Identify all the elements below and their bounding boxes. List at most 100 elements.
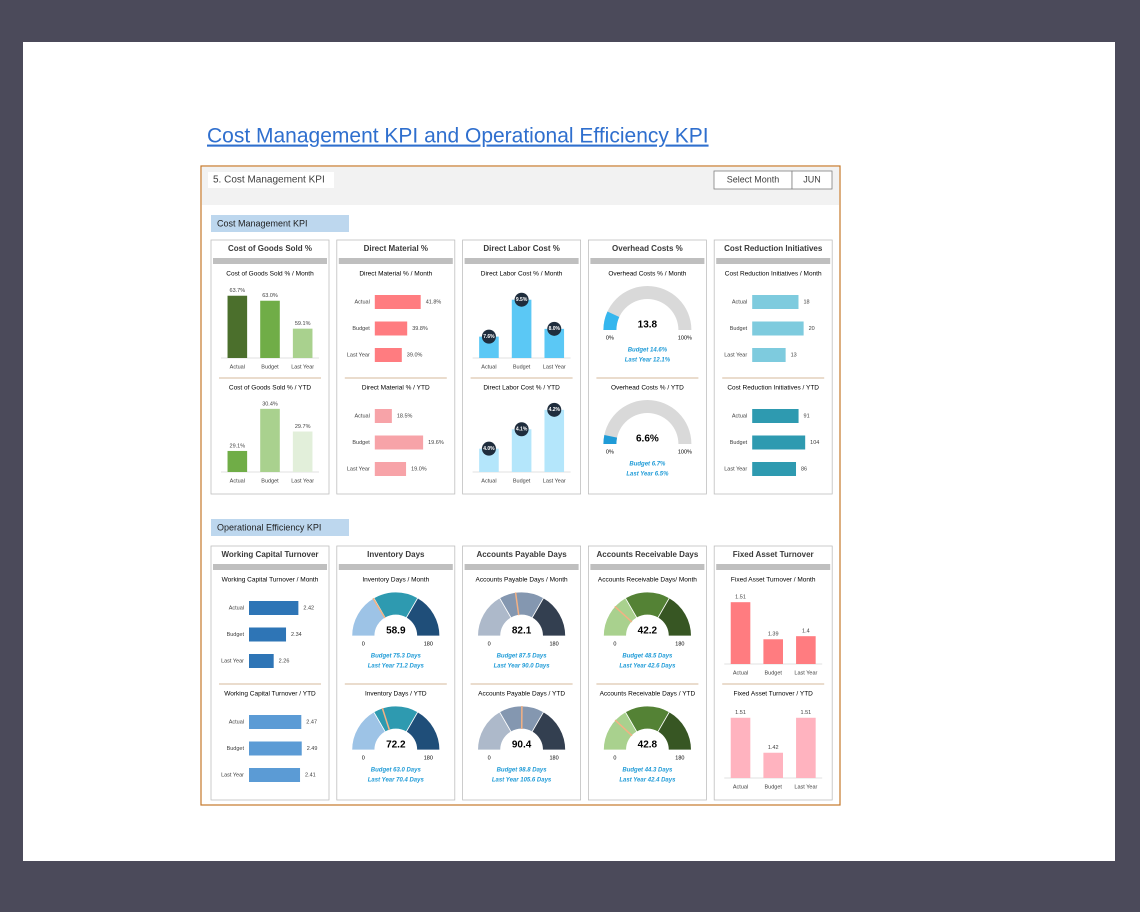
- y-tick-label: Actual: [355, 413, 370, 419]
- x-tick-label: Budget: [513, 364, 531, 370]
- bar: [544, 328, 565, 358]
- chart-title: Direct Material % / Month: [359, 271, 432, 278]
- card-title: Cost of Goods Sold %: [228, 244, 312, 253]
- gauge-value: 42.8: [638, 740, 658, 751]
- card-title: Accounts Receivable Days: [596, 550, 698, 559]
- x-tick-label: Actual: [481, 478, 496, 484]
- card-bar: [590, 258, 705, 264]
- gauge-tick-label: 180: [675, 755, 684, 761]
- card-title: Direct Labor Cost %: [483, 244, 559, 253]
- month-select[interactable]: [791, 170, 833, 190]
- chart-title: Cost Reduction Initiatives / Month: [725, 271, 822, 278]
- chart-title: Cost Reduction Initiatives / YTD: [727, 385, 819, 392]
- bar: [260, 300, 280, 358]
- chart-title: Cost of Goods Sold % / Month: [226, 271, 314, 278]
- bar: [292, 431, 313, 472]
- card-bar: [338, 564, 453, 570]
- gauge-band: [657, 711, 692, 751]
- value-label: 18.5%: [397, 413, 413, 419]
- label-bubble: [547, 402, 562, 417]
- bar: [249, 768, 301, 782]
- bar: [292, 328, 313, 358]
- label-bubble: [514, 422, 529, 437]
- gauge-value: 58.9: [386, 626, 406, 637]
- value-label: 2.41: [305, 772, 316, 778]
- value-label: 4.0%: [483, 446, 495, 452]
- x-tick-label: Actual: [230, 478, 245, 484]
- card-bar: [716, 258, 831, 264]
- bar: [249, 627, 287, 642]
- gauge-note: Budget 63.0 Days: [371, 768, 422, 774]
- card-bar: [338, 258, 453, 264]
- gauge-tick-label: 0: [488, 641, 491, 647]
- bar: [249, 654, 274, 668]
- gauge-tick-label: 100%: [678, 449, 692, 455]
- bar: [479, 448, 499, 472]
- bar: [763, 752, 783, 778]
- chart-title: Accounts Receivable Days/ Month: [598, 577, 697, 584]
- value-label: 19.6%: [428, 440, 444, 446]
- value-label: 39.8%: [412, 326, 428, 332]
- chart-title: Accounts Payable Days / Month: [476, 577, 569, 584]
- gauge-tick-label: 0%: [606, 449, 614, 455]
- label-bubble: [481, 441, 496, 456]
- value-label: 104: [810, 440, 819, 446]
- gauge-value: 6.6%: [636, 434, 659, 445]
- gauge-track: [603, 400, 692, 444]
- chart-title: Inventory Days / Month: [362, 577, 429, 584]
- value-label: 1.39: [768, 632, 779, 638]
- value-label: 8.0%: [549, 326, 561, 332]
- bar: [752, 295, 799, 309]
- y-tick-label: Last Year: [347, 466, 370, 472]
- y-tick-label: Actual: [355, 299, 370, 305]
- gauge-tick-label: 180: [424, 641, 433, 647]
- chart-title: Overhead Costs % / Month: [608, 271, 686, 278]
- y-tick-label: Last Year: [347, 352, 370, 358]
- value-label: 63.7%: [230, 288, 246, 294]
- bar: [511, 299, 532, 358]
- card: [210, 545, 330, 801]
- y-tick-label: Actual: [732, 413, 747, 419]
- section-label-box: [211, 519, 349, 536]
- bar: [249, 715, 302, 729]
- gauge-value: 42.2: [638, 626, 658, 637]
- x-tick-label: Actual: [230, 364, 245, 370]
- gauge-note: Last Year 6.5%: [626, 472, 669, 478]
- gauge-note: Budget 48.5 Days: [622, 654, 673, 660]
- card-title: Inventory Days: [367, 550, 425, 559]
- bar: [511, 429, 532, 472]
- x-tick-label: Budget: [261, 364, 279, 370]
- gauge-note: Last Year 42.4 Days: [619, 778, 676, 784]
- card: [588, 239, 707, 495]
- card-bar: [213, 258, 327, 264]
- bar: [730, 717, 751, 778]
- gauge-note: Last Year 42.6 Days: [619, 664, 676, 670]
- value-label: 18: [803, 299, 809, 305]
- gauge-tick-label: 180: [675, 641, 684, 647]
- value-label: 20: [809, 326, 815, 332]
- gauge-fill: [603, 311, 620, 330]
- y-tick-label: Actual: [229, 719, 244, 725]
- chart-title: Direct Labor Cost % / Month: [481, 271, 563, 278]
- gauge-value: 72.2: [386, 740, 406, 751]
- y-tick-label: Last Year: [221, 658, 244, 664]
- value-label: 4.1%: [516, 427, 528, 433]
- bar: [374, 435, 424, 450]
- value-label: 4.2%: [549, 407, 561, 413]
- x-tick-label: Actual: [733, 670, 748, 676]
- bar: [260, 408, 280, 472]
- gauge-fill: [603, 434, 618, 444]
- chart-title: Fixed Asset Turnover / YTD: [734, 691, 814, 698]
- value-label: 63.0%: [262, 293, 278, 299]
- gauge-note: Last Year 105.6 Days: [492, 778, 552, 784]
- gauge-note: Budget 75.3 Days: [371, 654, 422, 660]
- gauge-note: Last Year 70.4 Days: [368, 778, 425, 784]
- y-tick-label: Last Year: [221, 772, 244, 778]
- value-label: 2.26: [279, 658, 290, 664]
- card-bar: [213, 564, 327, 570]
- card: [713, 239, 833, 495]
- gauge-tick-label: 0%: [606, 335, 614, 341]
- bar: [227, 450, 248, 472]
- x-tick-label: Last Year: [794, 670, 817, 676]
